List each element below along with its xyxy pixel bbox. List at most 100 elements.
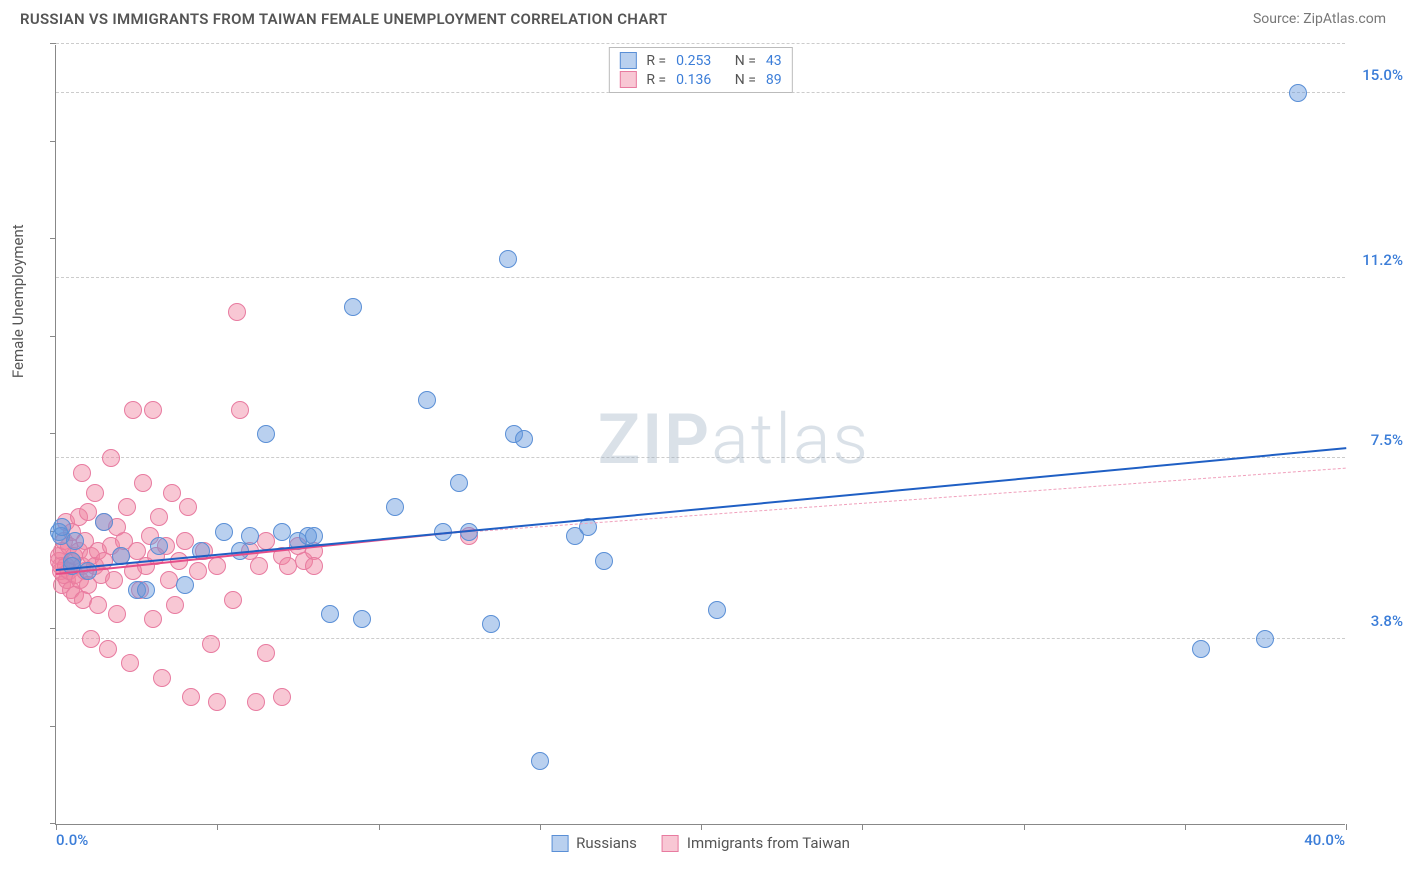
x-tick — [540, 824, 541, 830]
grid-line-h — [56, 277, 1345, 278]
r-label: R = — [646, 72, 666, 88]
data-point-pink — [257, 644, 275, 662]
y-tick — [50, 141, 56, 142]
data-point-pink — [153, 669, 171, 687]
source-label: Source: ZipAtlas.com — [1253, 11, 1386, 27]
data-point-pink — [144, 401, 162, 419]
data-point-blue — [321, 605, 339, 623]
data-point-pink — [305, 557, 323, 575]
data-point-blue — [1289, 84, 1307, 102]
data-point-blue — [386, 498, 404, 516]
data-point-pink — [102, 449, 120, 467]
n-value-blue: 43 — [766, 53, 782, 69]
y-tick-label: 15.0% — [1362, 66, 1403, 84]
data-point-blue — [176, 576, 194, 594]
data-point-blue — [53, 518, 71, 536]
data-point-pink — [82, 630, 100, 648]
data-point-pink — [166, 596, 184, 614]
data-point-pink — [273, 688, 291, 706]
data-point-blue — [344, 298, 362, 316]
data-point-blue — [305, 527, 323, 545]
data-point-pink — [228, 303, 246, 321]
chart-title: RUSSIAN VS IMMIGRANTS FROM TAIWAN FEMALE… — [20, 10, 668, 28]
data-point-blue — [215, 523, 233, 541]
data-point-pink — [179, 498, 197, 516]
data-point-pink — [224, 591, 242, 609]
scatter-chart: R = 0.253 N = 43 R = 0.136 N = 89 Russia… — [55, 45, 1345, 825]
data-point-blue — [137, 581, 155, 599]
r-label: R = — [646, 53, 666, 69]
data-point-pink — [144, 610, 162, 628]
data-point-pink — [250, 557, 268, 575]
n-value-pink: 89 — [766, 72, 782, 88]
x-tick — [862, 824, 863, 830]
swatch-pink — [662, 835, 679, 852]
y-tick — [50, 433, 56, 434]
data-point-pink — [73, 464, 91, 482]
series-label-blue: Russians — [576, 834, 637, 852]
y-tick — [50, 43, 56, 44]
swatch-blue — [551, 835, 568, 852]
series-label-pink: Immigrants from Taiwan — [687, 834, 850, 852]
data-point-blue — [273, 523, 291, 541]
data-point-blue — [150, 537, 168, 555]
trend-line — [56, 447, 1346, 571]
r-value-pink: 0.136 — [676, 72, 711, 88]
swatch-pink — [619, 71, 636, 88]
grid-line-h — [56, 43, 1345, 44]
data-point-blue — [1256, 630, 1274, 648]
y-axis-title: Female Unemployment — [9, 224, 27, 378]
data-point-pink — [121, 654, 139, 672]
data-point-pink — [231, 401, 249, 419]
watermark: ZIPatlas — [598, 399, 870, 481]
data-point-pink — [86, 484, 104, 502]
data-point-pink — [134, 474, 152, 492]
swatch-blue — [619, 52, 636, 69]
data-point-blue — [353, 610, 371, 628]
grid-line-h — [56, 638, 1345, 639]
grid-line-h — [56, 457, 1345, 458]
series-legend: Russians Immigrants from Taiwan — [551, 834, 850, 852]
r-value-blue: 0.253 — [676, 53, 711, 69]
trend-line — [475, 467, 1346, 531]
data-point-blue — [257, 425, 275, 443]
data-point-blue — [499, 250, 517, 268]
x-tick — [217, 824, 218, 830]
data-point-pink — [124, 401, 142, 419]
data-point-blue — [595, 552, 613, 570]
x-tick — [1024, 824, 1025, 830]
data-point-pink — [202, 635, 220, 653]
data-point-blue — [66, 532, 84, 550]
data-point-blue — [95, 513, 113, 531]
x-tick — [1346, 824, 1347, 830]
data-point-pink — [99, 640, 117, 658]
y-tick — [50, 628, 56, 629]
x-tick — [701, 824, 702, 830]
data-point-blue — [515, 430, 533, 448]
n-label: N = — [735, 53, 756, 69]
data-point-pink — [208, 557, 226, 575]
y-tick — [50, 726, 56, 727]
data-point-blue — [418, 391, 436, 409]
data-point-pink — [89, 596, 107, 614]
data-point-blue — [708, 601, 726, 619]
data-point-pink — [182, 688, 200, 706]
x-tick — [1185, 824, 1186, 830]
x-tick — [56, 824, 57, 830]
data-point-pink — [176, 532, 194, 550]
x-tick-label: 0.0% — [56, 831, 88, 849]
data-point-blue — [450, 474, 468, 492]
y-tick — [50, 238, 56, 239]
data-point-pink — [150, 508, 168, 526]
y-tick-label: 11.2% — [1362, 251, 1403, 269]
n-label: N = — [735, 72, 756, 88]
data-point-blue — [1192, 640, 1210, 658]
data-point-pink — [247, 693, 265, 711]
y-tick-label: 3.8% — [1371, 612, 1403, 630]
data-point-pink — [208, 693, 226, 711]
x-tick-label: 40.0% — [1304, 831, 1345, 849]
data-point-pink — [108, 605, 126, 623]
y-tick-label: 7.5% — [1371, 431, 1403, 449]
data-point-blue — [241, 527, 259, 545]
data-point-pink — [189, 562, 207, 580]
